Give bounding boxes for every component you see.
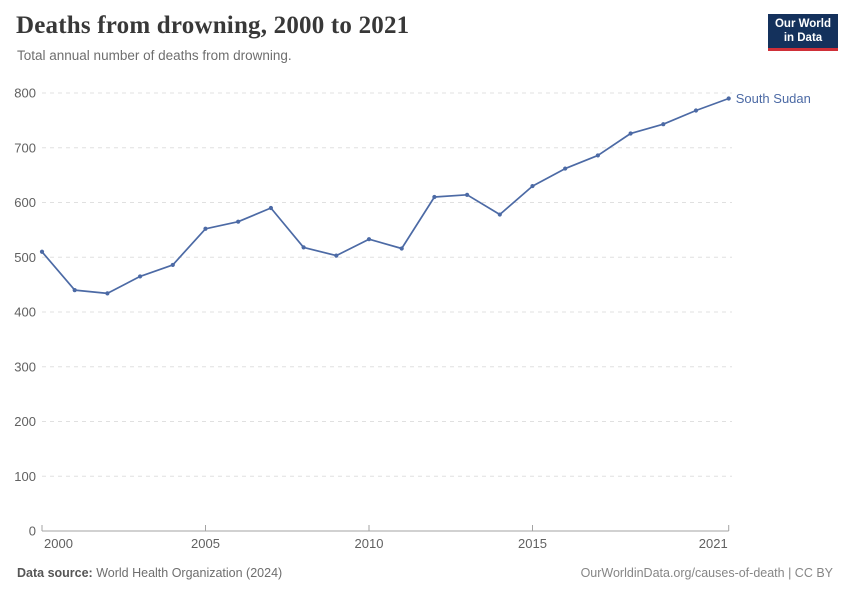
data-point-2001[interactable] [72,288,77,293]
data-point-2020[interactable] [693,108,699,113]
y-axis-tick-label: 800 [14,86,36,101]
y-axis-tick-label: 600 [14,195,36,210]
x-axis-tick-label: 2015 [518,536,547,551]
data-point-2018[interactable] [628,131,633,136]
data-source: Data source: World Health Organization (… [17,566,282,580]
owid-logo-line2: in Data [783,32,823,44]
data-point-2017[interactable] [595,153,601,158]
data-point-2004[interactable] [170,262,175,268]
y-axis-tick-label: 300 [14,359,36,374]
y-axis-tick-label: 400 [14,305,36,320]
y-axis-tick-label: 0 [29,524,36,539]
data-point-2005[interactable] [203,226,208,231]
owid-logo-line1: Our World [774,17,831,30]
x-axis-tick-label: 2000 [44,536,73,551]
x-axis-tick-label: 2021 [699,536,728,551]
data-point-2000[interactable] [39,249,45,254]
data-point-2010[interactable] [366,237,372,242]
y-axis-tick-label: 700 [14,140,36,155]
data-source-label: Data source: [17,566,93,580]
data-point-2015[interactable] [530,183,535,189]
chart-subtitle: Total annual number of deaths from drown… [17,48,292,63]
line-chart: 0 100 200 300 400 500 600 700 800 2000 2005 2010 201… [14,86,811,552]
data-point-2003[interactable] [138,274,143,279]
data-source-value: World Health Organization (2024) [92,566,283,580]
credit-link[interactable]: OurWorldinData.org/causes-of-death | CC … [580,566,833,580]
series-line-south-sudan[interactable] [41,97,730,295]
data-point-2008[interactable] [301,245,306,250]
data-point-2013[interactable] [465,192,470,197]
data-point-2007[interactable] [268,205,273,211]
page-title: Deaths from drowning, 2000 to 2021 [16,12,410,39]
y-axis-tick-label: 100 [14,469,36,484]
data-point-2019[interactable] [661,122,666,127]
data-point-2012[interactable] [432,194,437,200]
data-point-2002[interactable] [105,291,110,296]
owid-logo[interactable]: Our World in Data [768,14,838,51]
data-point-2006[interactable] [236,219,241,224]
x-axis-tick-label: 2005 [191,536,220,551]
page-footer: Data source: World Health Organization (… [17,566,833,580]
y-axis-tick-label: 500 [14,250,36,265]
y-axis-tick-label: 200 [14,414,36,429]
data-point-2016[interactable] [563,166,568,171]
entity-label[interactable]: South Sudan [736,91,811,106]
data-point-2011[interactable] [399,246,404,251]
data-point-2009[interactable] [334,253,339,258]
x-axis-tick-label: 2010 [355,536,384,551]
data-point-2021[interactable] [726,96,731,101]
data-point-2014[interactable] [497,212,502,217]
